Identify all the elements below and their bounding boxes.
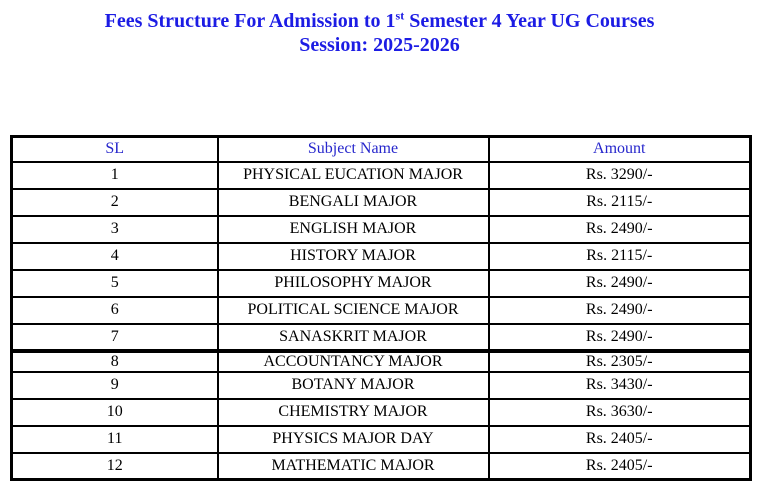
header-cell-sl: SL [10, 135, 219, 163]
page-title: Fees Structure For Admission to 1st Seme… [10, 9, 749, 57]
amount-cell: Rs. 2490/- [487, 214, 752, 244]
subject-cell: MATHEMATIC MAJOR [216, 451, 490, 481]
sl-cell: 11 [10, 424, 219, 454]
table-row: 1 PHYSICAL EUCATION MAJOR Rs. 3290/- [10, 160, 752, 190]
table-row: 10 CHEMISTRY MAJOR Rs. 3630/- [10, 397, 752, 427]
table-row: 9 BOTANY MAJOR Rs. 3430/- [10, 370, 752, 400]
amount-cell: Rs. 2305/- [487, 348, 752, 373]
amount-cell: Rs. 2490/- [487, 268, 752, 298]
sl-cell: 2 [10, 187, 219, 217]
subject-cell: HISTORY MAJOR [216, 241, 490, 271]
amount-cell: Rs. 2490/- [487, 295, 752, 325]
amount-cell: Rs. 3430/- [487, 370, 752, 400]
sl-cell: 3 [10, 214, 219, 244]
table-row: 2 BENGALI MAJOR Rs. 2115/- [10, 187, 752, 217]
subject-cell: SANASKRIT MAJOR [216, 322, 490, 352]
table-row: 8 ACCOUNTANCY MAJOR Rs. 2305/- [10, 348, 752, 373]
fees-table-container: SL Subject Name Amount 1 PHYSICAL EUCATIO… [10, 135, 752, 481]
table-row: 6 POLITICAL SCIENCE MAJOR Rs. 2490/- [10, 295, 752, 325]
sl-cell: 6 [10, 295, 219, 325]
table-row: 3 ENGLISH MAJOR Rs. 2490/- [10, 214, 752, 244]
sl-cell: 4 [10, 241, 219, 271]
amount-cell: Rs. 3630/- [487, 397, 752, 427]
amount-cell: Rs. 2115/- [487, 241, 752, 271]
amount-cell: Rs. 3290/- [487, 160, 752, 190]
subject-cell: PHILOSOPHY MAJOR [216, 268, 490, 298]
sl-cell: 8 [10, 348, 219, 373]
session-subtitle: Session: 2025-2026 [299, 34, 460, 56]
table-row: 12 MATHEMATIC MAJOR Rs. 2405/- [10, 451, 752, 481]
title-text-before-sup: Fees Structure For Admission to 1 [104, 10, 396, 32]
subject-cell: ACCOUNTANCY MAJOR [216, 348, 490, 373]
table-header-row: SL Subject Name Amount [10, 135, 752, 163]
subject-cell: POLITICAL SCIENCE MAJOR [216, 295, 490, 325]
subject-cell: BOTANY MAJOR [216, 370, 490, 400]
fees-table-body: 1 PHYSICAL EUCATION MAJOR Rs. 3290/- 2 BENGA… [10, 160, 752, 481]
sl-cell: 7 [10, 322, 219, 352]
header-cell-amount: Amount [487, 135, 752, 163]
sl-cell: 12 [10, 451, 219, 481]
amount-cell: Rs. 2405/- [487, 424, 752, 454]
table-row: 7 SANASKRIT MAJOR Rs. 2490/- [10, 322, 752, 352]
amount-cell: Rs. 2405/- [487, 451, 752, 481]
title-superscript: st [395, 8, 405, 23]
subject-cell: PHYSICAL EUCATION MAJOR [216, 160, 490, 190]
table-row: 4 HISTORY MAJOR Rs. 2115/- [10, 241, 752, 271]
subject-cell: PHYSICS MAJOR DAY [216, 424, 490, 454]
subject-cell: ENGLISH MAJOR [216, 214, 490, 244]
fees-table: SL Subject Name Amount 1 PHYSICAL EUCATIO… [10, 135, 752, 481]
subject-cell: BENGALI MAJOR [216, 187, 490, 217]
sl-cell: 9 [10, 370, 219, 400]
amount-cell: Rs. 2115/- [487, 187, 752, 217]
sl-cell: 10 [10, 397, 219, 427]
sl-cell: 1 [10, 160, 219, 190]
header-cell-subject-name: Subject Name [216, 135, 490, 163]
title-line-1: Fees Structure For Admission to 1st Seme… [10, 9, 749, 33]
table-row: 5 PHILOSOPHY MAJOR Rs. 2490/- [10, 268, 752, 298]
title-text-after-sup: Semester 4 Year UG Courses [404, 10, 655, 32]
amount-cell: Rs. 2490/- [487, 322, 752, 352]
sl-cell: 5 [10, 268, 219, 298]
subject-cell: CHEMISTRY MAJOR [216, 397, 490, 427]
table-row: 11 PHYSICS MAJOR DAY Rs. 2405/- [10, 424, 752, 454]
